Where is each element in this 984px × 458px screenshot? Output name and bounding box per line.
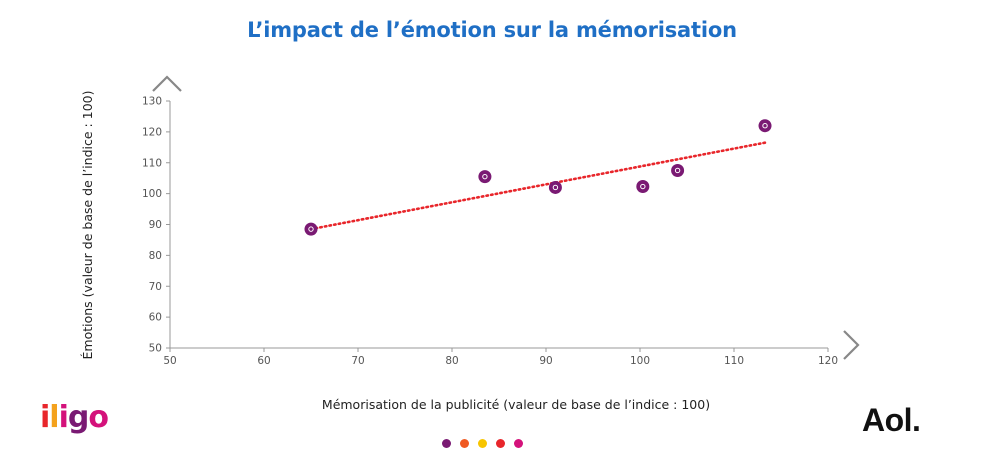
pager-dot[interactable]: [442, 439, 451, 448]
y-tick-label: 70: [149, 281, 162, 293]
chevron-up-icon[interactable]: [150, 72, 184, 94]
data-point-center: [640, 183, 646, 190]
pager-dot[interactable]: [514, 439, 523, 448]
logo-letter: i: [40, 400, 50, 435]
data-point: [758, 119, 772, 133]
iligo-logo: iligo: [40, 400, 109, 435]
pager-dots: [442, 439, 523, 451]
y-tick-label: 90: [149, 219, 162, 231]
y-tick-label: 100: [142, 188, 162, 200]
data-point: [671, 163, 685, 177]
data-point: [304, 222, 318, 236]
data-point: [636, 180, 650, 194]
x-tick-label: 90: [539, 355, 552, 367]
data-point-center: [552, 184, 559, 191]
data-point-center: [762, 123, 768, 129]
x-tick-label: 120: [818, 355, 838, 367]
data-point-center: [482, 173, 488, 180]
y-axis-title: Émotions (valeur de base de l’indice : 1…: [80, 91, 95, 360]
x-tick-label: 110: [724, 355, 744, 367]
logo-letter: l: [49, 400, 59, 435]
y-tick-label: 130: [142, 96, 162, 108]
y-tick-label: 80: [149, 250, 162, 262]
x-tick-label: 50: [163, 355, 176, 367]
data-point-center: [308, 226, 314, 232]
x-tick-label: 70: [351, 355, 364, 367]
data-point: [478, 170, 492, 184]
y-tick-label: 60: [149, 312, 162, 324]
logo-letter: i: [58, 400, 69, 435]
x-axis-title: Mémorisation de la publicité (valeur de …: [322, 397, 710, 412]
y-tick-label: 110: [142, 157, 162, 169]
x-tick-label: 80: [445, 355, 458, 367]
y-tick-label: 50: [149, 343, 162, 355]
data-point-center: [674, 167, 681, 174]
chevron-right-icon[interactable]: [840, 328, 862, 362]
x-tick-label: 60: [257, 355, 270, 367]
logo-letter: g: [67, 400, 90, 435]
trend-line: [309, 141, 767, 231]
chart-title: L’impact de l’émotion sur la mémorisatio…: [247, 18, 737, 42]
y-tick-label: 120: [142, 126, 162, 138]
pager-dot[interactable]: [460, 439, 469, 448]
pager-dot[interactable]: [478, 439, 487, 448]
pager-dot[interactable]: [496, 439, 505, 448]
logo-letter: o: [88, 400, 109, 435]
data-point: [548, 180, 562, 194]
aol-logo: Aol.: [862, 402, 921, 438]
x-tick-label: 100: [630, 355, 650, 367]
